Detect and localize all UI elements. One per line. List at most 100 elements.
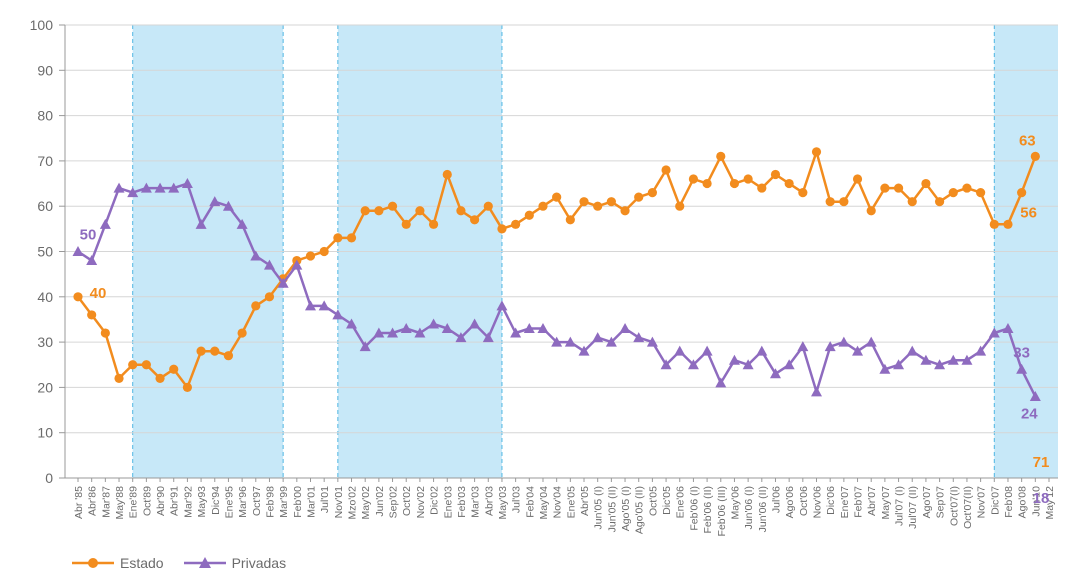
- x-tick-label: Abr'86: [87, 486, 99, 516]
- x-tick-label: Jun'05 (I): [593, 486, 605, 529]
- y-tick-label: 40: [37, 289, 53, 305]
- data-point-estado: [989, 219, 999, 229]
- data-point-estado: [729, 178, 740, 189]
- data-point-estado: [839, 197, 849, 207]
- x-tick-label: Jun'02: [374, 486, 386, 517]
- data-point-estado: [497, 224, 507, 234]
- x-tick-label: Oct'07(I): [948, 486, 960, 526]
- data-point-estado: [661, 165, 671, 175]
- x-tick-label: Ago'05 (II): [634, 486, 646, 534]
- data-point-estado: [333, 233, 343, 243]
- data-point-estado: [87, 310, 97, 320]
- x-tick-label: Nov'06: [812, 486, 824, 519]
- data-point-estado: [921, 178, 931, 189]
- data-point-privadas: [633, 332, 645, 343]
- data-point-privadas: [127, 187, 139, 198]
- data-label: 40: [90, 285, 107, 302]
- data-point-privadas: [72, 246, 84, 256]
- data-point-estado: [798, 188, 808, 198]
- data-point-estado: [743, 174, 753, 184]
- x-tick-label: Nov'07: [976, 486, 988, 519]
- x-tick-label: Oct'97: [251, 486, 263, 516]
- data-point-privadas: [947, 354, 959, 365]
- data-point-estado: [1030, 151, 1040, 161]
- data-point-estado: [114, 373, 124, 383]
- data-label: 18: [1033, 490, 1050, 507]
- data-point-estado: [880, 183, 890, 193]
- data-point-estado: [893, 183, 904, 193]
- data-point-privadas: [263, 259, 275, 270]
- x-tick-label: Feb'08: [1003, 486, 1015, 518]
- x-tick-label: Feb'07: [853, 486, 865, 518]
- data-point-privadas: [359, 341, 371, 352]
- x-tick-label: Mzo'02: [347, 486, 359, 520]
- data-point-privadas: [824, 341, 836, 352]
- y-tick-label: 30: [37, 334, 53, 350]
- x-tick-label: Ene'89: [128, 486, 140, 519]
- data-point-estado: [825, 197, 835, 207]
- data-point-privadas: [1002, 323, 1014, 334]
- data-point-estado: [387, 201, 398, 211]
- data-point-privadas: [852, 345, 864, 356]
- x-tick-label: Dic'05: [661, 486, 673, 515]
- x-tick-label: Abr'07: [866, 486, 878, 516]
- data-point-privadas: [113, 182, 125, 193]
- x-tick-label: May'07: [880, 486, 892, 520]
- data-point-estado: [346, 233, 357, 243]
- x-tick-label: Dic'06: [825, 486, 837, 515]
- x-tick-label: Mar'99: [278, 486, 290, 518]
- data-point-estado: [866, 206, 876, 216]
- data-point-privadas: [346, 318, 358, 329]
- data-point-estado: [73, 292, 83, 302]
- legend: Estado Privadas: [72, 552, 306, 574]
- x-tick-label: Feb'04: [524, 486, 536, 518]
- x-axis-ticks: Abr '85 Abr'86 Mar'87 May'88 Ene'89 Oct'89 Abr…: [73, 478, 1056, 536]
- data-point-estado: [1003, 219, 1013, 229]
- data-point-estado: [757, 183, 767, 193]
- data-point-privadas: [168, 182, 180, 193]
- x-tick-label: Sep'02: [388, 486, 400, 519]
- series-layer: [72, 147, 1041, 401]
- data-point-privadas: [496, 300, 508, 311]
- x-tick-label: May'03: [497, 486, 509, 520]
- data-point-estado: [647, 188, 657, 198]
- data-point-privadas: [86, 255, 98, 266]
- x-tick-label: Mar'87: [100, 486, 112, 518]
- x-tick-label: May'04: [538, 486, 550, 520]
- data-point-privadas: [838, 336, 850, 347]
- x-tick-label: Ene'03: [442, 486, 454, 519]
- y-tick-label: 70: [37, 153, 53, 169]
- y-axis-ticks: 0 10 20 30 40 50 60 70 80 90 100: [30, 17, 1058, 486]
- data-point-privadas: [236, 218, 248, 229]
- data-point-privadas: [756, 345, 768, 356]
- x-tick-label: Feb'00: [292, 486, 304, 518]
- data-labels: 40 56 63 71 50 33 24 18: [80, 132, 1050, 507]
- data-point-estado: [196, 346, 206, 356]
- x-tick-label: Oct'07(II): [962, 486, 974, 529]
- data-point-privadas: [551, 336, 563, 347]
- data-point-estado: [620, 206, 630, 216]
- data-point-privadas: [181, 178, 193, 189]
- data-point-estado: [155, 373, 165, 383]
- data-point-estado: [483, 201, 493, 211]
- legend-label-estado: Estado: [120, 555, 164, 571]
- data-point-privadas: [428, 318, 440, 329]
- data-point-privadas: [619, 323, 631, 334]
- data-point-estado: [811, 147, 822, 157]
- x-tick-label: Mar'92: [182, 486, 194, 518]
- x-tick-label: Feb'06 (III): [716, 486, 728, 536]
- data-point-estado: [223, 351, 234, 361]
- data-point-privadas: [783, 359, 795, 370]
- data-point-privadas: [332, 309, 344, 320]
- data-point-estado: [319, 246, 329, 257]
- data-point-privadas: [811, 386, 823, 397]
- x-tick-label: Dic'94: [210, 486, 222, 515]
- data-point-privadas: [1029, 390, 1041, 401]
- data-point-privadas: [441, 323, 453, 334]
- x-tick-label: Oct'89: [141, 486, 153, 516]
- data-point-privadas: [701, 345, 713, 356]
- data-point-privadas: [920, 354, 932, 365]
- data-point-privadas: [769, 368, 781, 379]
- data-point-estado: [770, 169, 781, 180]
- data-point-estado: [688, 174, 699, 184]
